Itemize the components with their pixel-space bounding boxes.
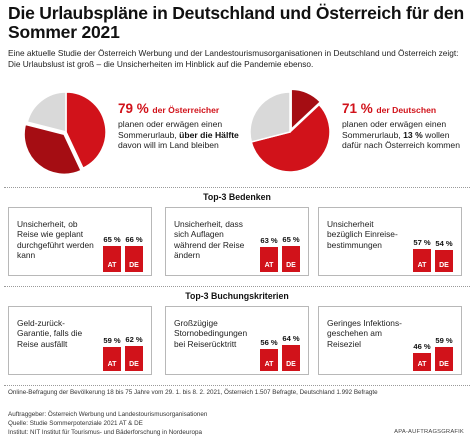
- bar-label-at: AT: [264, 360, 274, 368]
- institute-note: Institut: NIT Institut für Tourismus- un…: [8, 429, 203, 436]
- de-text-bold: 13 %: [403, 129, 423, 140]
- criteria-label: Geld-zurück-Garantie, falls die Reise au…: [17, 318, 83, 349]
- section-title-buchung: Top-3 Buchungskriterien: [185, 291, 289, 301]
- bar-value: 63 %: [260, 235, 278, 245]
- criteria-label: Unsicherheit, ob Reise wie geplant durch…: [17, 219, 94, 260]
- source-note: Quelle: Studie Sommerpotenziale 2021 AT …: [8, 420, 143, 427]
- criteria-label: Geringes Infektions­geschehen am Reisezi…: [327, 318, 402, 349]
- bar-at: AT: [260, 246, 278, 272]
- at-summary: 79 % der Österreicher planen oder erwäge…: [118, 101, 243, 151]
- bar-value: 56 %: [260, 337, 278, 347]
- bar-label-de: DE: [439, 261, 449, 269]
- bar-value: 65 %: [282, 235, 300, 244]
- criteria-card: Geringes Infektions­geschehen am Reisezi…: [318, 306, 462, 375]
- pie-slice: [23, 123, 83, 175]
- page-subtitle: Eine aktuelle Studie der Österreich Werb…: [8, 48, 459, 69]
- at-text-bold: über die Hälfte: [179, 129, 239, 140]
- bar-value: 59 %: [103, 336, 121, 346]
- criteria-card: Großzügige Stornobedingungen bei Reiserü…: [165, 306, 309, 375]
- divider: [4, 385, 470, 386]
- de-text-1: planen oder erwägen einen Sommerurlaub,: [342, 119, 447, 140]
- de-description: planen oder erwägen einen Sommerurlaub, …: [342, 119, 467, 151]
- divider: [4, 286, 470, 287]
- bar-value: 64 %: [282, 334, 300, 344]
- pie-slice: [249, 91, 291, 143]
- bar-at: AT: [413, 249, 431, 272]
- bar-value: 66 %: [125, 234, 143, 244]
- bar-at: AT: [260, 348, 278, 371]
- bar-de: DE: [125, 346, 143, 371]
- at-text-2: davon will im Land bleiben: [118, 140, 219, 150]
- bar-at: AT: [103, 347, 121, 371]
- criteria-label: Großzügige Stornobedingungen bei Reiserü…: [174, 318, 248, 349]
- divider: [4, 187, 470, 188]
- de-of-label: der Deutschen: [376, 105, 437, 115]
- bar-label-de: DE: [286, 262, 296, 269]
- bar-de: DE: [282, 246, 300, 272]
- bar-label-de: DE: [129, 360, 139, 368]
- bar-de: DE: [435, 347, 453, 371]
- de-headline: 71 % der Deutschen: [342, 101, 467, 116]
- pie-chart-de: [249, 88, 331, 173]
- at-text-1: planen oder erwägen einen Sommerurlaub,: [118, 119, 223, 140]
- criteria-label: Unsicherheit bezüglich Einreise­be­stimm…: [327, 219, 398, 250]
- page-title: Die Urlaubspläne in Deutschland und Öste…: [8, 3, 464, 42]
- bar-label-de: DE: [439, 360, 449, 368]
- bar-label-at: AT: [417, 360, 427, 368]
- bar-label-de: DE: [286, 360, 296, 368]
- bar-de: DE: [125, 245, 143, 272]
- bar-value: 62 %: [125, 335, 143, 345]
- pie-slice: [290, 88, 322, 131]
- pie-slice: [250, 103, 331, 173]
- bar-label-at: AT: [107, 262, 117, 269]
- bar-at: AT: [103, 246, 121, 272]
- bar-de: DE: [435, 250, 453, 272]
- bar-value: 65 %: [103, 235, 121, 244]
- at-description: planen oder erwägen einen Sommerurlaub, …: [118, 119, 243, 151]
- pie-slice: [65, 91, 107, 170]
- bar-label-at: AT: [264, 261, 274, 269]
- de-summary: 71 % der Deutschen planen oder erwägen e…: [342, 101, 467, 151]
- de-percent: 71 %: [342, 101, 373, 116]
- pie-slice: [26, 91, 67, 133]
- criteria-card: Unsicherheit bezüglich Einreise­be­stimm…: [318, 207, 462, 276]
- criteria-card: Unsicherheit, ob Reise wie geplant durch…: [8, 207, 152, 276]
- criteria-card: Geld-zurück-Garantie, falls die Reise au…: [8, 306, 152, 375]
- de-text-2: wollen dafür nach Österreich kommen: [342, 129, 460, 151]
- bar-label-at: AT: [417, 261, 427, 269]
- bar-label-de: DE: [129, 261, 139, 269]
- criteria-label: Unsicherheit, dass sich Auflagen während…: [174, 219, 245, 260]
- section-title-bedenken: Top-3 Bedenken: [203, 192, 271, 202]
- at-headline: 79 % der Österreicher: [118, 101, 243, 116]
- at-of-label: der Österreicher: [152, 105, 220, 115]
- criteria-card: Unsicherheit, dass sich Auflagen während…: [165, 207, 309, 276]
- bar-label-at: AT: [107, 360, 117, 368]
- bar-value: 59 %: [435, 336, 453, 346]
- at-percent: 79 %: [118, 101, 149, 116]
- bar-at: AT: [413, 352, 431, 371]
- brand-label: APA-AUFTRAGSGRAFIK: [394, 429, 464, 435]
- bar-de: DE: [282, 345, 300, 371]
- bar-value: 54 %: [435, 239, 453, 249]
- pie-chart-at: [23, 91, 107, 175]
- survey-note: Online-Befragung der Bevölkerung 18 bis …: [8, 389, 378, 396]
- client-note: Auftraggeber: Österreich Werbung und Lan…: [8, 411, 208, 418]
- bar-value: 57 %: [413, 238, 431, 248]
- bar-value: 46 %: [413, 341, 431, 351]
